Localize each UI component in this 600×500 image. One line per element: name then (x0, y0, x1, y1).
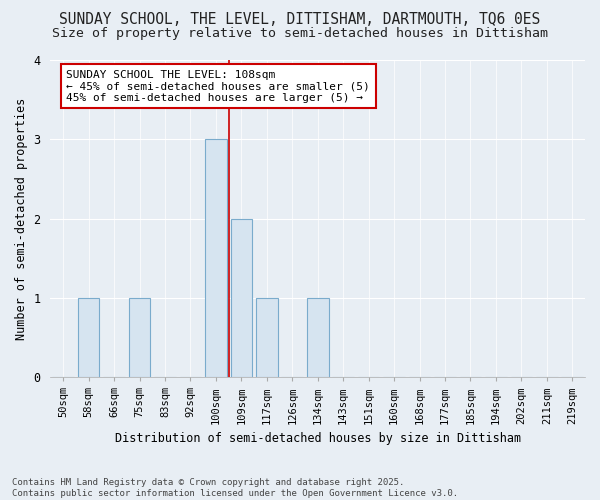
Y-axis label: Number of semi-detached properties: Number of semi-detached properties (15, 98, 28, 340)
Bar (230, 218, 252, 377)
Text: SUNDAY SCHOOL THE LEVEL: 108sqm
← 45% of semi-detached houses are smaller (5)
45: SUNDAY SCHOOL THE LEVEL: 108sqm ← 45% of… (67, 70, 370, 102)
Bar (78, 298, 100, 377)
Bar (128, 298, 151, 377)
Bar (256, 298, 278, 377)
X-axis label: Distribution of semi-detached houses by size in Dittisham: Distribution of semi-detached houses by … (115, 432, 521, 445)
Bar (307, 298, 329, 377)
Bar (205, 140, 227, 377)
Text: SUNDAY SCHOOL, THE LEVEL, DITTISHAM, DARTMOUTH, TQ6 0ES: SUNDAY SCHOOL, THE LEVEL, DITTISHAM, DAR… (59, 12, 541, 28)
Text: Size of property relative to semi-detached houses in Dittisham: Size of property relative to semi-detach… (52, 28, 548, 40)
Text: Contains HM Land Registry data © Crown copyright and database right 2025.
Contai: Contains HM Land Registry data © Crown c… (12, 478, 458, 498)
